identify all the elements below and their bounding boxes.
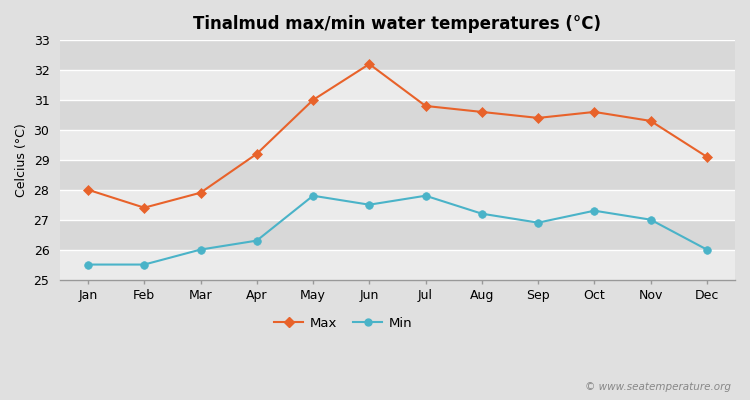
Min: [533, 220, 542, 225]
Min: [364, 202, 374, 207]
Title: Tinalmud max/min water temperatures (°C): Tinalmud max/min water temperatures (°C): [194, 15, 602, 33]
Min: [590, 208, 598, 213]
Max: [590, 110, 598, 114]
Bar: [60, 40, 735, 70]
Legend: Max, Min: Max, Min: [269, 312, 418, 335]
Max: [702, 154, 711, 159]
Max: [646, 118, 655, 123]
Bar: [60, 130, 735, 160]
Text: © www.seatemperature.org: © www.seatemperature.org: [585, 382, 731, 392]
Bar: [60, 250, 735, 280]
Max: [477, 110, 486, 114]
Bar: [60, 190, 735, 220]
Min: [421, 193, 430, 198]
Line: Max: Max: [84, 60, 711, 212]
Min: [702, 247, 711, 252]
Max: [83, 187, 92, 192]
Line: Min: Min: [84, 192, 711, 268]
Min: [252, 238, 261, 243]
Min: [308, 193, 317, 198]
Bar: [60, 160, 735, 190]
Max: [196, 190, 205, 195]
Max: [364, 62, 374, 66]
Max: [252, 152, 261, 156]
Min: [83, 262, 92, 267]
Bar: [60, 220, 735, 250]
Min: [140, 262, 148, 267]
Max: [421, 104, 430, 108]
Max: [308, 98, 317, 102]
Bar: [60, 100, 735, 130]
Max: [140, 205, 148, 210]
Bar: [60, 70, 735, 100]
Min: [196, 247, 205, 252]
Max: [533, 116, 542, 120]
Min: [477, 211, 486, 216]
Y-axis label: Celcius (°C): Celcius (°C): [15, 123, 28, 197]
Min: [646, 217, 655, 222]
